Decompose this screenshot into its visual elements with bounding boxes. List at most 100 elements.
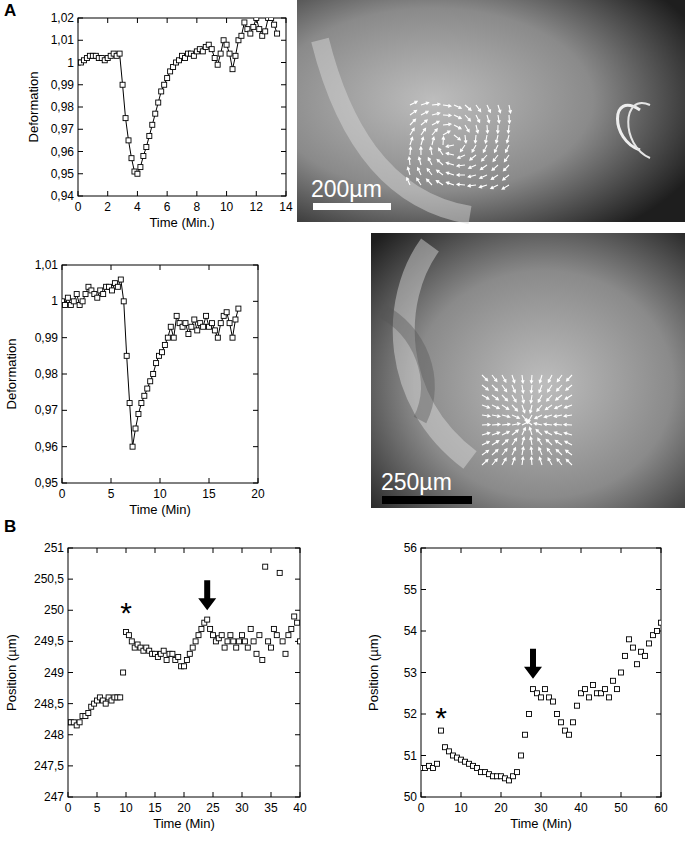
y-tick-label: 250 <box>44 603 64 617</box>
data-point <box>237 639 242 644</box>
data-point <box>239 33 244 38</box>
velocity-vector <box>565 395 572 399</box>
plot-frame <box>78 18 286 196</box>
velocity-vector <box>454 135 460 140</box>
velocity-vector <box>432 137 435 145</box>
x-tick <box>155 792 156 797</box>
velocity-vector <box>564 414 572 417</box>
x-tick <box>286 18 287 23</box>
y-tick <box>281 107 286 108</box>
velocity-vector <box>538 395 542 402</box>
panel-label: B <box>4 517 16 536</box>
velocity-vector <box>457 164 465 167</box>
data-point <box>619 670 624 675</box>
x-tick-label: 6 <box>164 200 171 214</box>
data-point <box>142 393 147 398</box>
y-tick-label: 0,96 <box>35 440 59 454</box>
velocity-vector <box>482 441 489 445</box>
y-tick <box>281 196 286 197</box>
y-tick-label: 248 <box>44 728 64 742</box>
y-tick <box>62 265 67 266</box>
velocity-vector <box>492 385 498 391</box>
data-point <box>212 56 217 61</box>
x-tick <box>421 792 422 797</box>
velocity-vector <box>512 385 515 392</box>
x-tick <box>501 792 502 797</box>
x-tick-label: 5 <box>108 487 115 501</box>
velocity-vector <box>509 105 512 113</box>
velocity-vector <box>539 375 542 383</box>
y-tick <box>421 714 426 715</box>
velocity-vector <box>492 432 500 435</box>
data-point <box>591 682 596 687</box>
y-tick-label: 0,98 <box>35 367 59 381</box>
velocity-vector <box>492 423 500 426</box>
y-tick <box>281 151 286 152</box>
velocity-vector <box>446 182 454 185</box>
y-tick <box>62 446 67 447</box>
velocity-vector <box>548 458 552 465</box>
x-tick-label: 10 <box>454 801 468 815</box>
velocity-vector <box>421 137 424 145</box>
y-tick <box>281 84 286 85</box>
data-point <box>196 633 201 638</box>
velocity-vector <box>446 162 454 165</box>
data-point <box>527 712 532 717</box>
velocity-vector <box>512 458 515 465</box>
y-tick <box>68 672 73 673</box>
data-point <box>254 18 259 21</box>
velocity-vector <box>497 115 500 123</box>
data-point <box>257 633 262 638</box>
x-tick <box>62 265 63 270</box>
data-point <box>154 361 159 366</box>
y-tick <box>421 755 426 756</box>
velocity-vector <box>545 405 552 410</box>
y-tick-label: 1,01 <box>51 33 75 47</box>
velocity-vector <box>469 165 476 169</box>
annotation: * <box>120 596 132 629</box>
x-tick <box>621 548 622 553</box>
x-tick <box>68 548 69 553</box>
y-tick <box>295 610 300 611</box>
data-point <box>127 401 132 406</box>
data-point <box>266 639 271 644</box>
velocity-vector <box>446 172 454 175</box>
velocity-vector <box>457 183 465 186</box>
x-tick-label: 50 <box>614 801 628 815</box>
data-point <box>615 687 620 692</box>
x-tick-label: 4 <box>134 200 141 214</box>
y-tick <box>62 374 67 375</box>
velocity-vector <box>409 147 412 155</box>
data-point <box>145 386 150 391</box>
velocity-vector <box>539 457 542 465</box>
image-background <box>371 233 685 508</box>
data-point <box>551 699 556 704</box>
y-tick <box>253 410 258 411</box>
x-axis-label: Time (Min) <box>510 816 572 831</box>
velocity-vector <box>557 375 562 381</box>
x-tick-label: 15 <box>148 801 162 815</box>
y-tick-label: 0,95 <box>35 476 59 490</box>
y-tick <box>78 40 83 41</box>
velocity-vector <box>487 115 490 123</box>
data-point <box>123 116 128 121</box>
velocity-vector <box>566 459 572 465</box>
y-tick <box>295 672 300 673</box>
velocity-vector <box>482 395 489 399</box>
velocity-vector <box>474 135 477 143</box>
velocity-vector <box>476 125 479 133</box>
y-tick <box>253 374 258 375</box>
data-point <box>245 645 250 650</box>
velocity-vector <box>535 415 542 419</box>
data-point <box>199 626 204 631</box>
y-tick-label: 1,01 <box>35 258 59 272</box>
data-point <box>187 651 192 656</box>
data-point <box>164 658 169 663</box>
x-tick <box>213 548 214 553</box>
data-point <box>182 664 187 669</box>
data-point <box>161 648 166 653</box>
velocity-vector <box>407 178 410 185</box>
velocity-vector <box>528 415 532 422</box>
data-point <box>269 18 274 21</box>
data-point <box>225 639 230 644</box>
